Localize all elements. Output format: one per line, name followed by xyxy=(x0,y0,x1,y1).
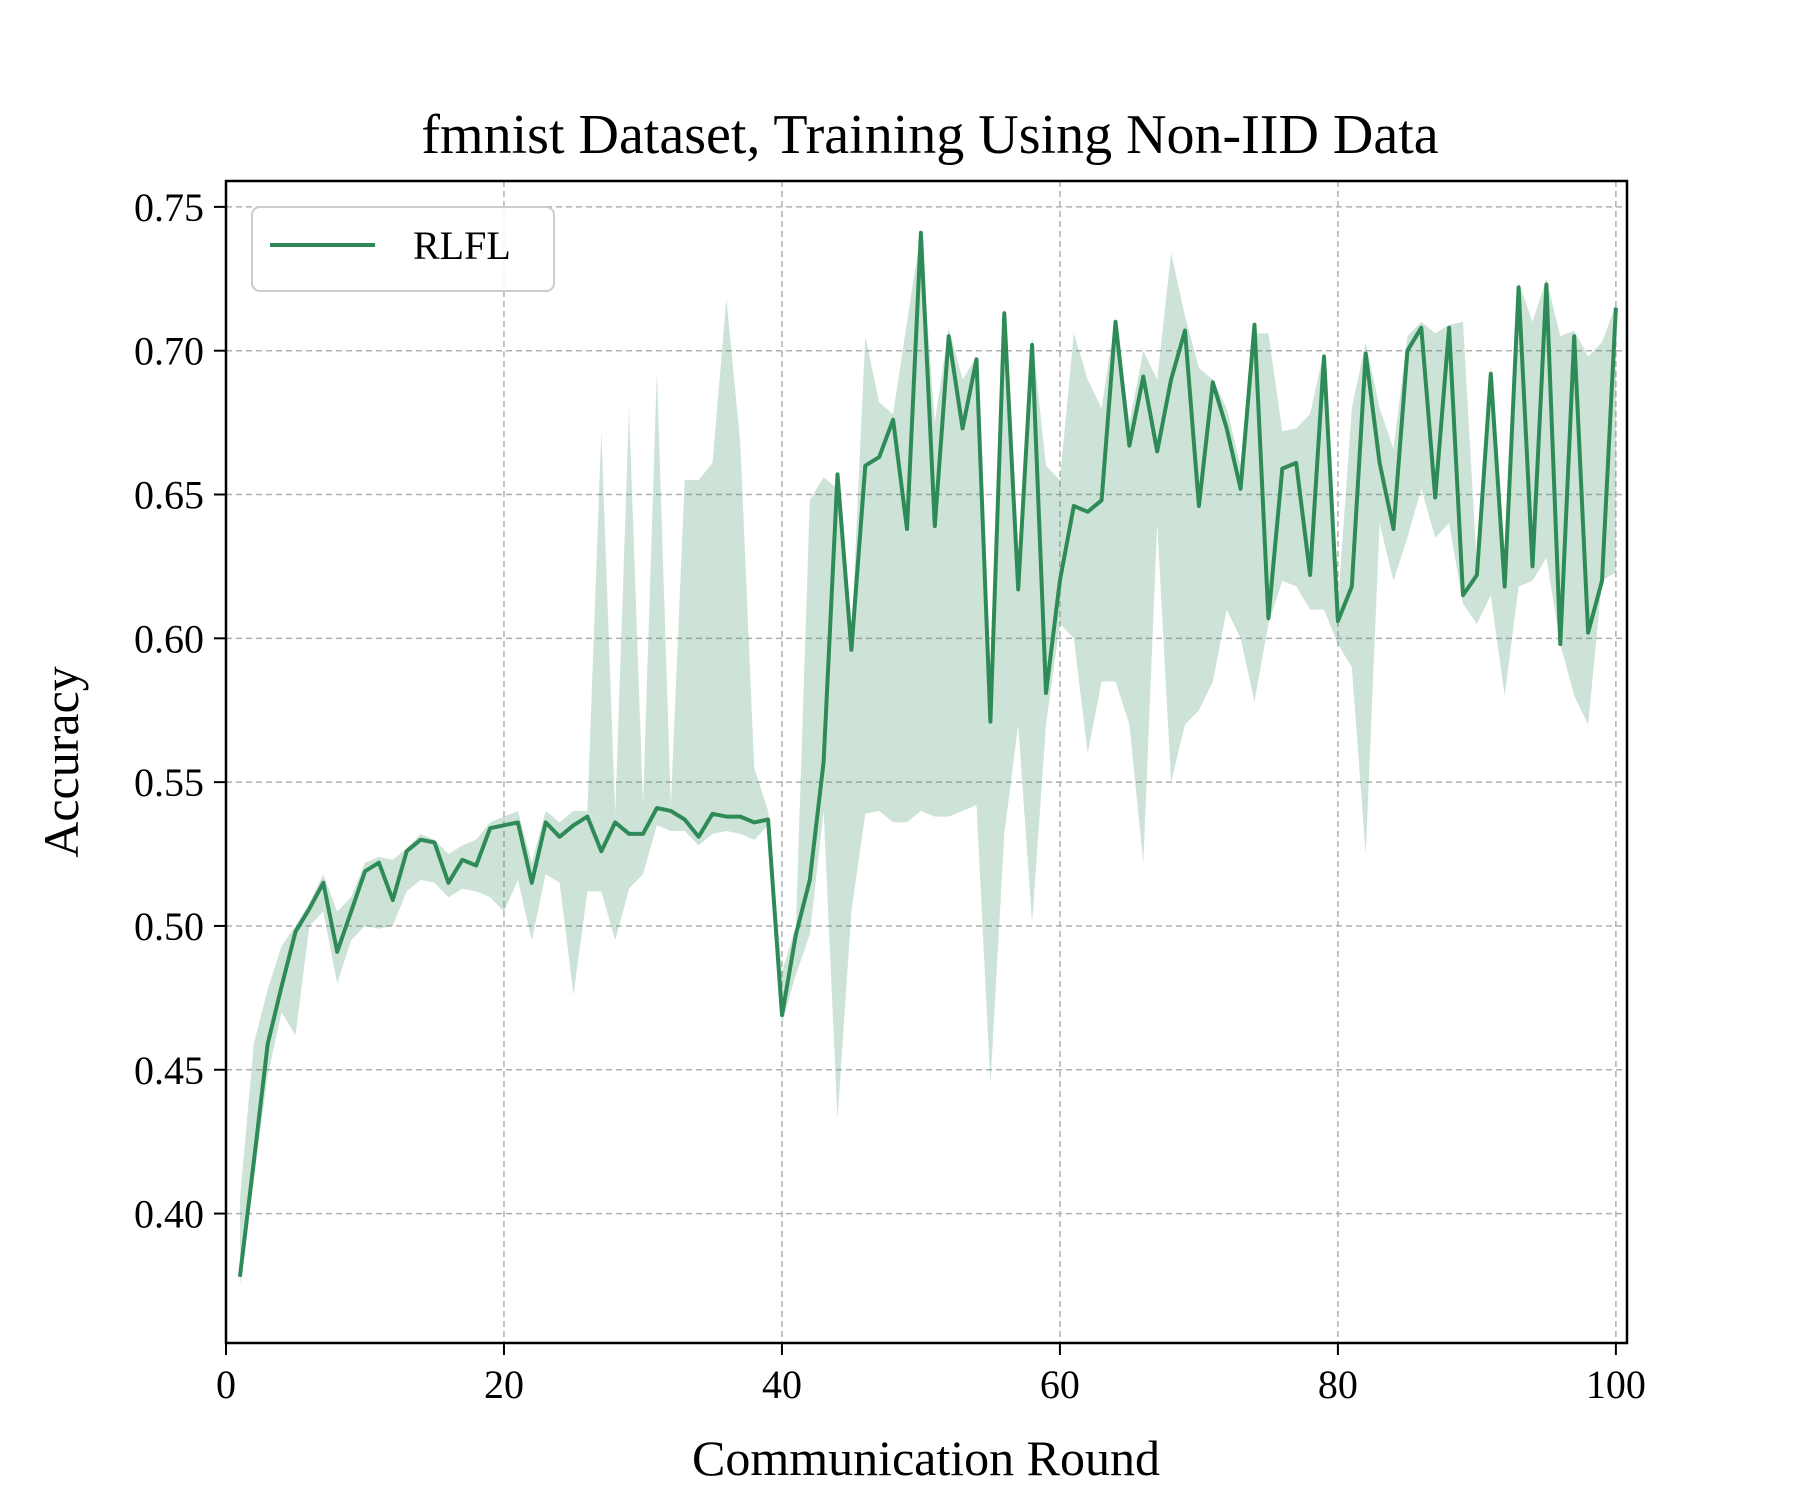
x-tick-label: 40 xyxy=(762,1362,802,1407)
y-tick-label: 0.75 xyxy=(134,185,204,230)
x-tick-label: 0 xyxy=(216,1362,236,1407)
y-tick-label: 0.40 xyxy=(134,1192,204,1237)
chart-title: fmnist Dataset, Training Using Non-IID D… xyxy=(421,104,1438,166)
y-axis: 0.40 0.45 0.50 0.55 0.60 0.65 0.70 0.75 xyxy=(134,185,226,1237)
y-tick-label: 0.70 xyxy=(134,329,204,374)
x-tick-label: 100 xyxy=(1586,1362,1646,1407)
x-tick-label: 80 xyxy=(1318,1362,1358,1407)
y-axis-label: Accuracy xyxy=(33,666,89,858)
y-tick-label: 0.65 xyxy=(134,473,204,518)
legend-box xyxy=(251,206,555,292)
y-tick-label: 0.50 xyxy=(134,904,204,949)
legend: RLFL xyxy=(251,206,555,292)
x-tick-label: 60 xyxy=(1040,1362,1080,1407)
x-tick-label: 20 xyxy=(484,1362,524,1407)
plot-area xyxy=(237,230,1618,1286)
confidence-band xyxy=(239,232,1616,1286)
y-tick-label: 0.45 xyxy=(134,1048,204,1093)
y-tick-label: 0.60 xyxy=(134,616,204,661)
series-line-rlfl xyxy=(237,230,1618,1278)
plot-frame xyxy=(224,179,1629,1345)
y-tick-label: 0.55 xyxy=(134,760,204,805)
legend-label: RLFL xyxy=(413,223,511,268)
x-axis-label: Communication Round xyxy=(692,1430,1160,1486)
x-axis: 0 20 40 60 80 100 xyxy=(216,1343,1646,1407)
